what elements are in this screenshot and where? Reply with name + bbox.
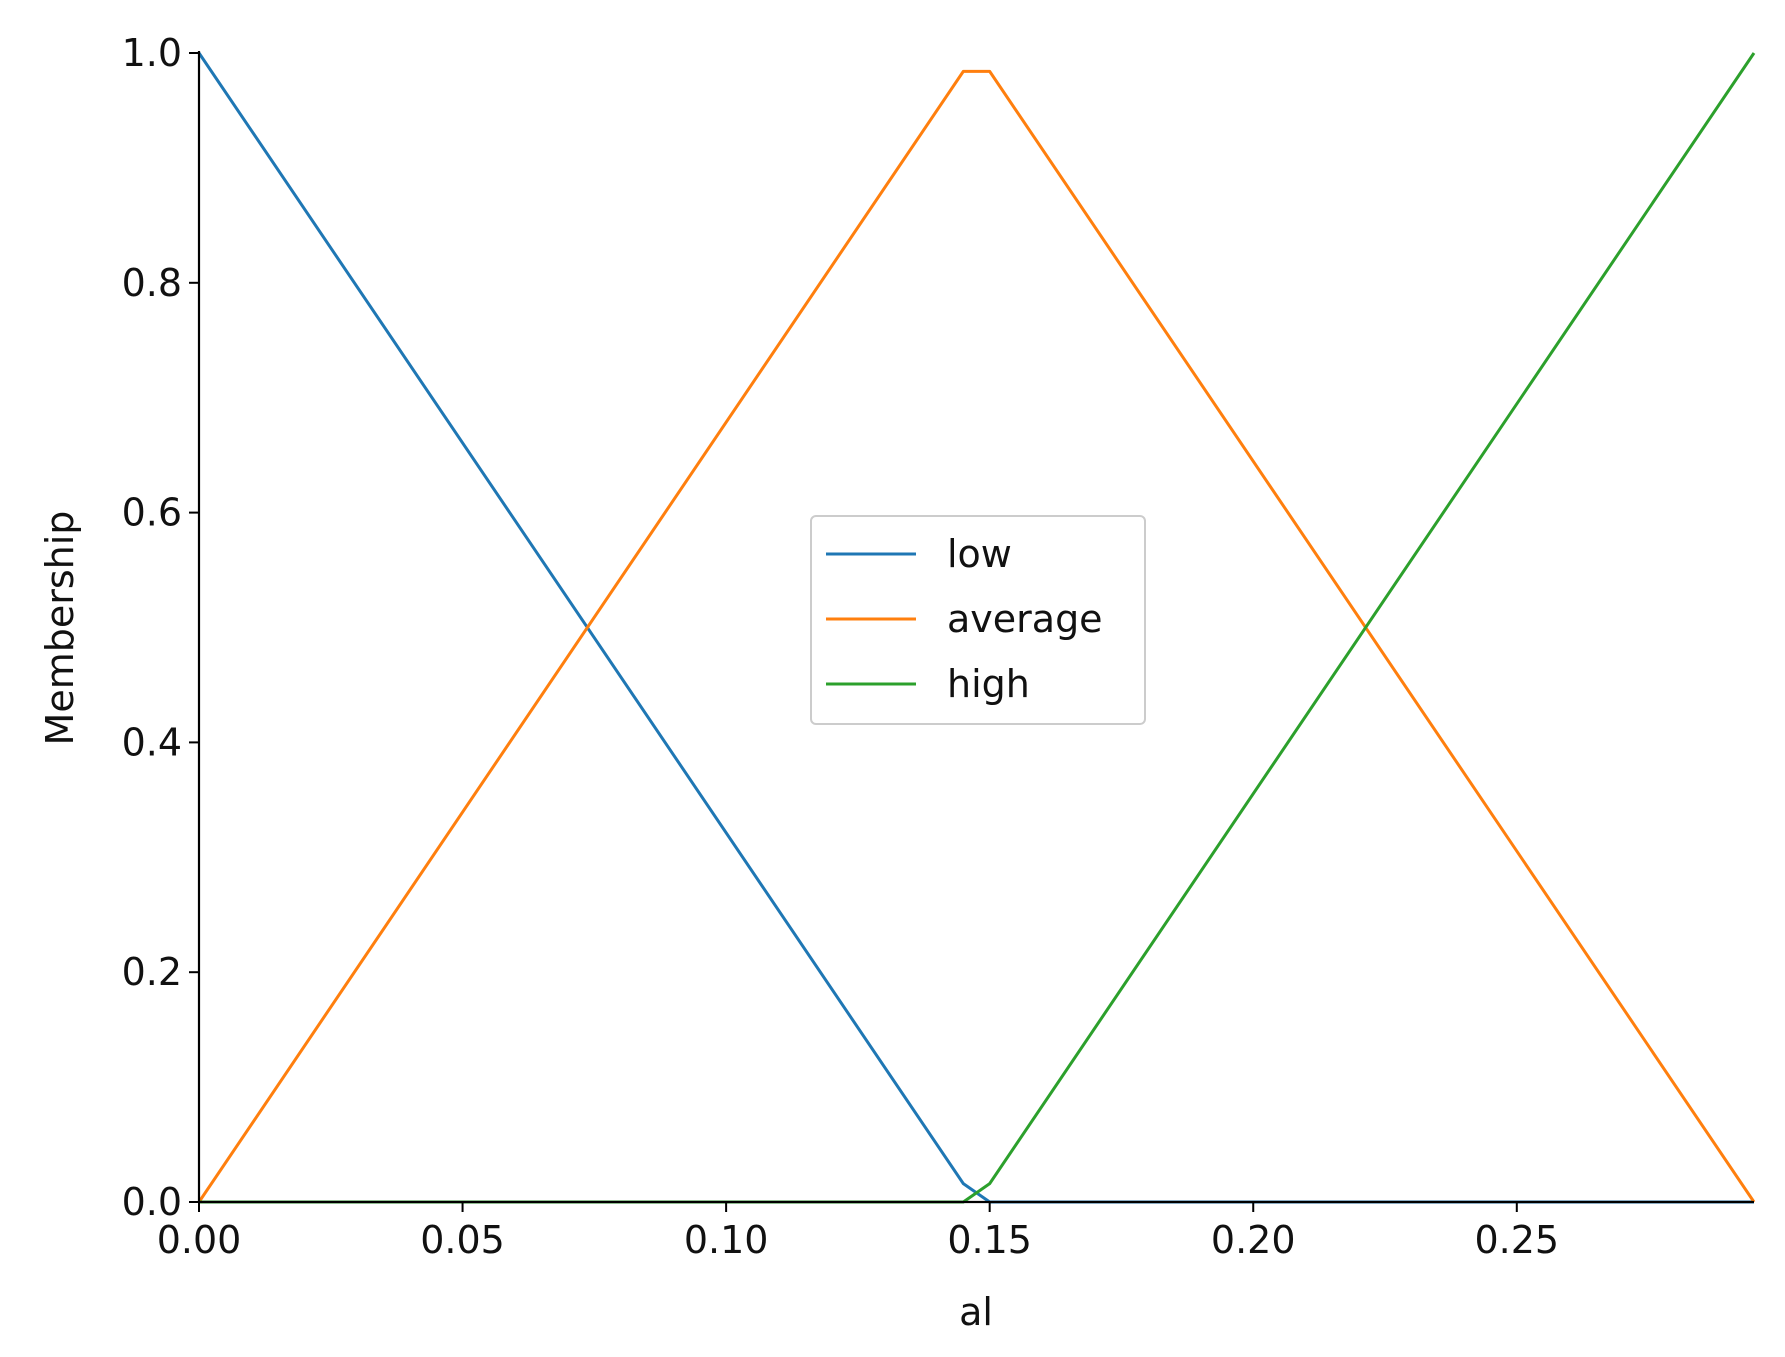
y-tick-label: 0.4 [122,720,182,764]
x-tick-label: 0.25 [1474,1218,1559,1262]
legend-label-high: high [947,662,1030,706]
x-tick-label: 0.10 [684,1218,769,1262]
y-tick-label: 0.2 [122,950,182,994]
axes-layer: 0.00 0.05 0.10 0.15 0.20 0.25 0.0 0.2 0.4 0.6 0.8 1… [38,31,1754,1334]
x-axis-title: al [959,1290,993,1334]
legend-label-average: average [947,597,1103,641]
legend-label-low: low [947,532,1012,576]
y-tick-label: 1.0 [122,31,182,75]
y-tick-label: 0.6 [122,491,182,535]
y-axis-title: Membership [38,511,82,746]
y-tick-label: 0.0 [122,1180,182,1224]
x-tick-label: 0.20 [1211,1218,1296,1262]
x-tick-label: 0.05 [420,1218,505,1262]
x-tick-label: 0.00 [157,1218,242,1262]
x-tick-label: 0.15 [947,1218,1032,1262]
legend: low average high [810,515,1146,725]
series-line-average [197,69,1756,1203]
y-tick-label: 0.8 [122,261,182,305]
legend-box [810,515,1146,725]
